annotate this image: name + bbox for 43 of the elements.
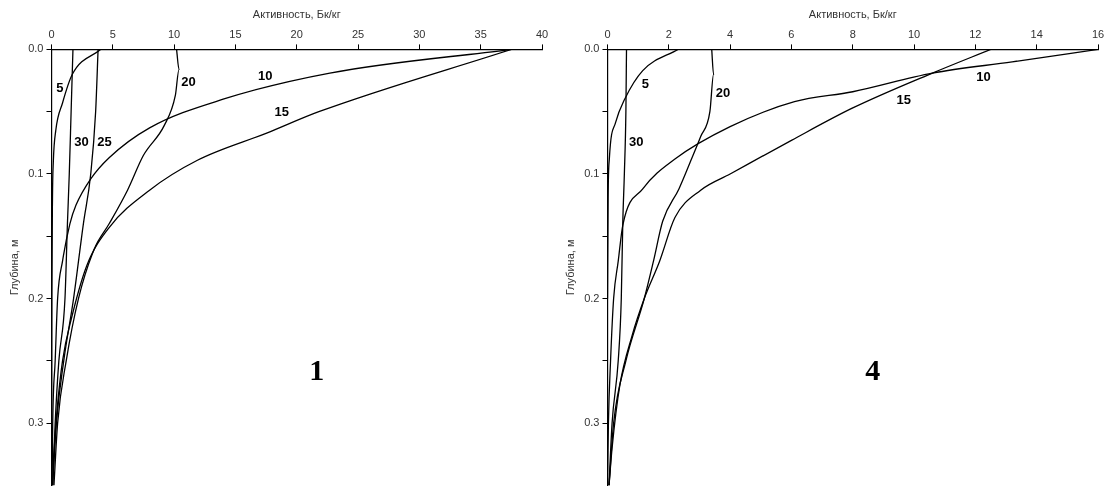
series-label: 10 (976, 69, 991, 85)
y-tick-label: 0.2 (584, 291, 600, 304)
x-tick-label: 0 (604, 27, 611, 40)
x-tick-label: 5 (109, 27, 116, 40)
series-label: 30 (629, 134, 644, 150)
x-tick-label: 0 (48, 27, 55, 40)
x-tick-label: 2 (665, 27, 672, 40)
x-tick-label: 10 (167, 27, 181, 40)
x-tick-label: 20 (290, 27, 303, 40)
y-axis-title: Глубина, м (563, 239, 576, 296)
y-tick-label: 0.3 (584, 416, 600, 429)
series-label: 25 (97, 134, 112, 150)
annotation: 4 (865, 352, 881, 386)
x-tick-label: 16 (1091, 27, 1105, 40)
series-label: 15 (274, 103, 290, 119)
annotation: 1 (309, 352, 325, 386)
series-label: 5 (641, 76, 649, 92)
series-label: 20 (715, 84, 731, 100)
y-tick-label: 0.1 (584, 167, 600, 179)
y-tick-label: 0.2 (28, 291, 44, 304)
x-tick-label: 10 (907, 27, 921, 40)
y-tick-label: 0.0 (584, 42, 600, 55)
x-tick-label: 6 (788, 27, 795, 40)
series-label: 30 (74, 134, 89, 150)
y-tick-label: 0.0 (28, 42, 44, 55)
x-tick-label: 15 (229, 27, 242, 40)
x-axis-title: Активность, Бк/кг (808, 7, 897, 20)
series-label: 15 (896, 92, 912, 108)
series-label: 5 (56, 80, 64, 96)
x-tick-label: 25 (351, 27, 365, 40)
y-tick-label: 0.1 (28, 167, 44, 179)
x-axis-title: Активность, Бк/кг (252, 7, 341, 20)
y-tick-label: 0.3 (28, 416, 44, 429)
x-tick-label: 14 (1030, 27, 1043, 40)
series-label: 20 (181, 73, 196, 89)
x-tick-label: 40 (535, 27, 549, 40)
y-axis-title: Глубина, м (7, 239, 20, 296)
x-tick-label: 30 (413, 27, 426, 40)
series-label: 10 (258, 67, 273, 83)
x-tick-label: 4 (727, 27, 734, 40)
x-tick-label: 35 (474, 27, 487, 40)
x-tick-label: 12 (969, 27, 982, 40)
x-tick-label: 8 (849, 27, 856, 40)
